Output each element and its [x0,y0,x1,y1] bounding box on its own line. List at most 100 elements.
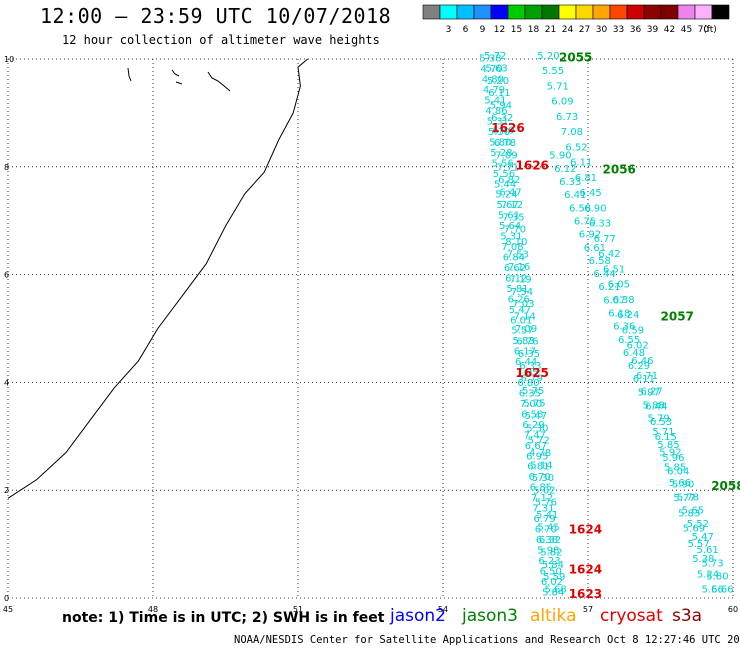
satellite-s3a: s3a [672,606,703,626]
wave-height-label: 5.83 [513,336,535,347]
island-outline [171,69,180,77]
wave-height-label: 6.55 [618,335,640,346]
wave-height-label: 4.78 [529,448,551,459]
wave-height-label: 5.90 [549,151,571,162]
wave-height-label: 6.47 [500,188,522,199]
wave-height-label: 6.07 [603,295,625,306]
wave-height-label: 5.73 [701,558,723,569]
legend-tick-label: 33 [613,25,624,35]
wave-height-label: 5.30 [488,127,510,138]
wave-height-label: 7.53 [507,250,529,261]
wave-height-label: 6.38 [536,535,558,546]
wave-height-label: 6.53 [650,417,672,428]
wave-height-label: 6.38 [612,295,634,306]
wave-height-label: 5.66 [711,585,733,596]
wave-height-label: 5.72 [484,51,506,62]
wave-height-label: 6.46 [631,356,653,367]
wave-height-label: 5.66 [702,585,724,596]
wave-height-label: 5.96 [662,453,684,464]
wave-height-label: 6.09 [551,97,573,108]
lat-tick-label: 0 [4,594,9,603]
pass-time-label: 2056 [603,162,636,176]
wave-height-label: 5.63 [486,63,508,74]
wave-height-label: 6.61 [584,243,606,254]
wave-height-label: 6.80 [517,378,539,389]
wave-height-label: 7.47 [524,430,546,441]
wave-height-label: 5.71 [652,427,674,438]
wave-height-label: 6.81 [575,173,597,184]
wave-height-label: 6.21 [598,282,620,293]
wave-height-label: 5.24 [697,569,719,580]
legend-tick-label: 70 [698,25,710,35]
wave-height-label: 6.18 [608,309,630,320]
wave-height-label: 5.68 [545,585,567,596]
lat-tick-label: 8 [4,163,9,172]
wave-height-label: 4.79 [483,85,505,96]
wave-height-label: 5.69 [683,524,705,535]
wave-height-label: 4.70 [481,64,503,75]
wave-height-label: 5.81 [506,284,528,295]
wave-height-label: 7.08 [501,242,523,253]
wave-height-label: 5.31 [500,232,522,243]
wave-height-label: 5.76 [535,498,557,509]
wave-height-label: 6.92 [579,230,601,241]
wave-height-label: 5.47 [525,411,547,422]
legend-unit-label: (ft) [703,25,717,35]
wave-height-label: 7.12 [531,493,553,504]
wave-height-label: 6.44 [515,357,537,368]
wave-height-label: 5.71 [547,82,569,93]
legend-tick-label: 18 [528,25,540,35]
wave-height-label: 5.44 [494,179,516,190]
wave-height-label: 6.15 [655,432,677,443]
credit-line: NOAA/NESDIS Center for Satellite Applica… [234,634,740,646]
lon-tick-label: 54 [438,605,448,614]
legend-tick-label: 30 [596,25,608,35]
wave-height-label: 5.98 [537,546,559,557]
legend-tick-label: 36 [630,25,642,35]
wave-height-label: 5.84 [542,587,564,598]
wave-height-label: 5.61 [697,545,719,556]
wave-height-label: 6.05 [608,280,630,291]
wave-height-label: 6.79 [534,514,556,525]
legend-tick-label: 6 [463,25,469,35]
wave-height-label: 6.52 [565,143,587,154]
wave-height-label: 6.02 [627,341,649,352]
wave-height-label: 6.71 [636,371,658,382]
wave-height-label: 7.54 [511,287,533,298]
wave-height-label: 6.42 [598,249,620,260]
legend-tick-label: 42 [664,25,675,35]
satellite-altika: altika [530,606,577,626]
wave-height-label: 5.45 [538,523,560,534]
wave-height-label: 6.11 [633,374,655,385]
wave-height-label: 5.88 [643,401,665,412]
wave-height-label: 6.02 [541,577,563,588]
wave-height-label: 6.33 [589,219,611,230]
wave-height-label: 7.12 [501,200,523,211]
lon-tick-label: 48 [148,605,158,614]
wave-height-label: 5.85 [657,440,679,451]
wave-height-label: 6.95 [526,451,548,462]
legend-tick-label: 27 [579,25,590,35]
pass-time-label: 1625 [516,366,549,380]
wave-height-label: 7.03 [512,299,534,310]
wave-height-label: 7.19 [509,274,531,285]
wave-height-label: 7.09 [515,324,537,335]
island-outline [207,71,231,92]
wave-height-label: 6.26 [508,294,530,305]
wave-height-label: 6.29 [522,420,544,431]
wave-height-label: 6.75 [574,217,596,228]
wave-height-label: 5.65 [682,506,704,517]
legend-tick-label: 12 [494,25,505,35]
wave-height-label: 6.76 [516,336,538,347]
wave-height-label: 8.10 [505,237,527,248]
wave-height-label: 5.47 [692,532,714,543]
legend-tick-label: 21 [545,25,556,35]
color-legend: 3 6 9 12 15 18 21 24 27 30 33 36 39 42 45 70(ft) [422,4,730,35]
wave-height-label: 6.58 [569,203,591,214]
page-subtitle: 12 hour collection of altimeter wave hei… [62,33,380,47]
wave-height-label: 6.33 [519,361,541,372]
wave-height-label: 5.02 [533,485,555,496]
wave-height-label: 6.70 [535,525,557,536]
